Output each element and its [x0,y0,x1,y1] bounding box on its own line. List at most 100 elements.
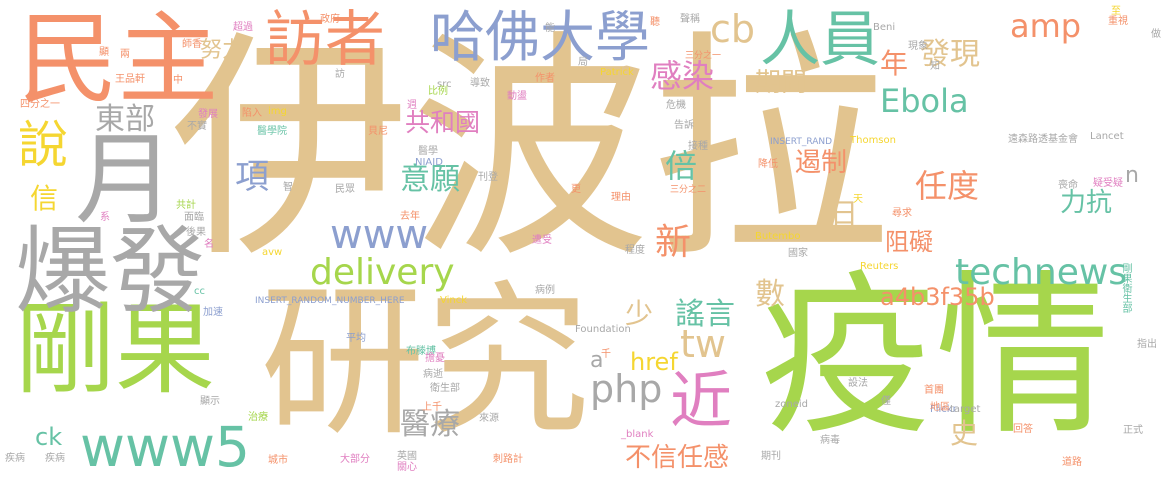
cloud-word-cjk-147: 師香 [182,39,202,50]
cloud-word-cjk-107: 疑受 [1093,178,1113,189]
cloud-word-cjk-97: 英國 [397,451,417,462]
cloud-word-cjk-82: 正式 [1123,425,1143,436]
cloud-word-cjk-138: 更 [571,184,581,195]
cloud-word-cjk-139: 千 [601,349,611,360]
cloud-word-cjk-109: 去年 [400,211,420,222]
cloud-word-cjk-142: 智 [283,182,293,193]
cloud-word-cjk-35: 信 [30,182,59,215]
cloud-word-cjk-19: 感染 [650,57,715,95]
cloud-word-cjk-146: 能 [545,23,555,34]
cloud-word-cjk-143: 訪 [335,69,345,80]
cloud-word-www-14: www [330,212,429,258]
cloud-word-cjk-150: 兩 [120,49,130,60]
cloud-word-patrick-54: Patrick [600,67,634,78]
cloud-word-cjk-5: 爆發 [15,217,206,327]
cloud-word-cjk-108: 刊登 [478,172,498,183]
cloud-word-cjk-94: 疾病 [5,453,25,464]
cloud-word-amp-17: amp [1010,7,1082,45]
cloud-word-cjk-86: 首團 [924,385,944,396]
cloud-word-cjk-151: 聽 [650,17,660,28]
cloud-word-cjk-133: 做 [1151,29,1161,40]
cloud-word-cjk-148: 顯 [99,47,109,58]
cloud-word-cjk-15: 近 [670,364,733,437]
cloud-word-a-48: a [590,348,604,373]
cloud-word-cjk-39: 少 [625,297,654,330]
cloud-word-ebola-24: Ebola [880,82,969,120]
cloud-word-cjk-29: 謠言 [675,297,735,332]
cloud-word-cjk-75: 病例 [535,285,555,296]
cloud-word-cjk-71: 三分之二 [670,185,707,195]
cloud-word-cjk-18: 發現 [920,37,980,72]
cloud-word-cjk-74: 醫學 [418,146,438,157]
cloud-word-niaid-63: NIAID [415,157,443,168]
cloud-word-cjk-149: 中 [173,75,183,86]
cloud-word-cjk-121: 後果 [186,227,206,238]
cloud-word-cjk-80: 國家 [788,248,808,259]
cloud-word-zoneid-60: zoneid [775,399,808,410]
cloud-word-cjk-9: 人員 [760,5,880,75]
cloud-word-cjk-145: 局 [578,57,588,68]
cloud-word-cjk-126: 治療 [248,412,268,423]
cloud-word-cjk-3: 民主 [18,1,218,118]
cloud-word-cjk-104: 降低 [758,159,778,170]
cloud-word-cjk-87: 病毒 [820,435,840,446]
cloud-word-cjk-96: 大部分 [340,454,370,465]
cloud-word-cjk-136: 天 [853,194,863,205]
cloud-word-cjk-99: 刺路計 [493,454,523,465]
cloud-word-cjk-76: 病逝 [423,369,443,380]
cloud-word-cjk-93: 發展 [198,109,218,120]
cloud-word-cjk-95: 城市 [268,455,288,466]
cloud-word-cjk-20: 期間 [755,68,808,98]
cloud-word-cjk-114: 動盪 [507,91,527,102]
cloud-word-cjk-81: 指出 [1137,339,1157,350]
cloud-word-cjk-84: 回答 [1013,424,1033,435]
cloud-word-cjk-112: 比例 [428,86,448,97]
cloud-word-cjk-37: 年 [880,47,909,80]
cloud-word-cjk-88: 設法 [848,378,868,389]
cloud-word-cjk-137: 僅 [881,396,891,407]
cloud-word-n-44: n [1125,163,1139,188]
cloud-word-cjk-21: 東部 [95,102,155,137]
cloud-word-cjk-113: 作者 [535,73,555,84]
cloud-word-cc-68: cc [194,286,205,297]
cloud-word-cjk-38: 新 [655,222,692,263]
cloud-word-avw-67: avw [262,247,283,258]
cloud-word-cjk-116: 危機 [666,100,686,111]
cloud-word-flickr-59: Flickr [930,404,957,415]
cloud-word-src-65: src [437,79,452,90]
cloud-word-cjk-129: 擔憂 [425,353,445,364]
cloud-word-a4b3f35b-32: a4b3f35b [880,283,995,311]
cloud-word-cjk-42: 阻礙 [885,228,933,256]
cloud-word-cjk-127: 來源 [479,413,499,424]
cloud-word-insert-rand-50: INSERT_RAND [770,137,833,147]
cloud-word-lancet-52: Lancet [1090,131,1124,142]
cloud-word-cjk-6: 月 [75,121,175,238]
cloud-word-cjk-105: 尋求 [892,208,912,219]
cloud-word-cjk-117: 告訴 [674,120,694,131]
cloud-word-cjk-115: 導致 [470,78,490,89]
cloud-word-cjk-141: 系 [100,212,110,223]
cloud-word-cjk-69: 王品軒 [115,74,145,85]
cloud-word-cjk-22: 共和國 [405,108,481,137]
cloud-word-reuters-58: Reuters [860,261,899,272]
cloud-word-target-61: target [950,404,981,415]
cloud-word-cjk-106: 喪命 [1058,180,1078,191]
cloud-word-blank-62: _blank [621,429,654,440]
cloud-word-cjk-140: 名 [204,239,214,250]
cloud-word-vinck-56: Vinck [440,295,468,306]
cloud-word-cjk-4: 剛果 [15,291,215,408]
cloud-word-cjk-119: 不實 [187,121,207,132]
cloud-word-cjk-124: 平均 [346,333,366,344]
cloud-word-cjk-70: 四分之一 [20,99,60,110]
cloud-word-cjk-7: 訪者 [265,5,385,75]
cloud-word-cjk-110: 陷入 [242,108,262,119]
cloud-word-cjk-73: 醫學院 [257,126,287,137]
cloud-word-cjk-134: 重視 [1108,16,1128,27]
cloud-word-cjk-46: 史 [950,417,979,450]
cloud-word-technews-12: technews [955,252,1128,293]
cloud-word-ck-47: ck [35,423,63,451]
cloud-word-cjk-120: 共計 [176,200,196,211]
cloud-word-www5-11: www5 [80,415,250,479]
cloud-word-cjk-111: 貝尼 [368,126,388,137]
cloud-word-cjk-8: 哈佛大學 [430,5,651,69]
